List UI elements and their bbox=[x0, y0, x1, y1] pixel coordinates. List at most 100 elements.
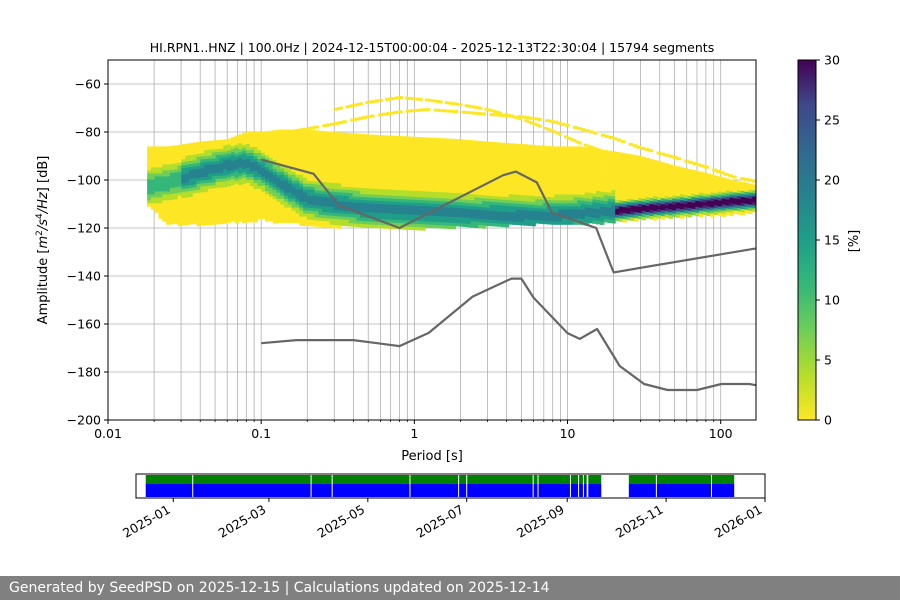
heat-cell bbox=[520, 219, 525, 223]
heat-cell bbox=[295, 189, 300, 193]
heat-cell bbox=[325, 224, 331, 228]
heat-cell bbox=[584, 213, 590, 217]
heat-cell bbox=[402, 205, 407, 209]
heat-cell bbox=[478, 212, 483, 217]
heat-cell bbox=[462, 196, 468, 200]
heat-cell bbox=[314, 145, 319, 149]
heat-cell bbox=[409, 199, 415, 204]
heat-cell bbox=[504, 214, 510, 219]
heat-cell bbox=[687, 172, 692, 176]
heat-cell bbox=[303, 207, 308, 211]
heat-cell bbox=[166, 164, 171, 168]
heat-cell bbox=[280, 171, 285, 175]
heat-cell bbox=[367, 143, 373, 147]
heat-cell bbox=[554, 221, 559, 225]
heat-cell bbox=[569, 161, 574, 165]
heat-cell bbox=[462, 181, 468, 185]
heat-cell bbox=[592, 205, 597, 209]
heat-cell bbox=[341, 201, 346, 206]
heat-cell bbox=[558, 209, 563, 213]
heat-cell bbox=[394, 186, 399, 191]
heat-sparse-cell bbox=[584, 129, 590, 133]
heat-cell bbox=[474, 155, 479, 160]
heat-cell bbox=[459, 205, 464, 209]
heat-cell bbox=[386, 165, 392, 169]
heat-cell bbox=[546, 194, 552, 198]
heat-cell bbox=[204, 195, 209, 199]
heat-cell bbox=[676, 187, 681, 191]
heat-cell bbox=[188, 218, 194, 222]
heat-cell bbox=[242, 165, 247, 170]
heat-cell bbox=[169, 214, 175, 219]
heat-cell bbox=[341, 192, 346, 197]
heat-cell bbox=[638, 215, 643, 220]
heat-cell bbox=[695, 188, 700, 193]
heat-cell bbox=[417, 170, 422, 174]
heat-cell bbox=[417, 164, 422, 168]
heat-cell bbox=[603, 159, 609, 163]
heat-cell bbox=[166, 146, 171, 150]
heat-cell bbox=[230, 188, 236, 192]
heat-cell bbox=[246, 156, 251, 160]
heat-cell bbox=[337, 174, 342, 178]
heat-sparse-cell bbox=[632, 144, 638, 148]
heat-cell bbox=[603, 213, 609, 217]
heat-cell bbox=[265, 158, 270, 162]
heat-cell bbox=[227, 171, 232, 175]
heat-cell bbox=[150, 185, 156, 189]
heat-cell bbox=[550, 164, 555, 168]
heat-cell bbox=[204, 210, 209, 214]
heat-cell bbox=[295, 210, 300, 214]
heat-sparse-cell bbox=[461, 110, 467, 114]
heat-cell bbox=[371, 149, 377, 154]
heat-cell bbox=[177, 144, 182, 149]
heat-cell bbox=[352, 160, 358, 164]
heat-cell bbox=[622, 159, 628, 163]
heat-cell bbox=[257, 168, 262, 172]
heat-cell bbox=[314, 139, 319, 143]
heat-cell bbox=[649, 204, 654, 208]
heat-cell bbox=[383, 156, 388, 160]
heat-cell bbox=[200, 147, 205, 151]
heat-cell bbox=[584, 165, 590, 169]
heat-cell bbox=[207, 197, 213, 202]
heat-cell bbox=[249, 162, 255, 166]
heat-cell bbox=[714, 184, 719, 188]
heat-cell bbox=[177, 162, 182, 167]
heat-cell bbox=[280, 204, 285, 208]
heat-cell bbox=[653, 214, 658, 218]
heat-cell bbox=[204, 222, 209, 226]
heat-cell bbox=[485, 147, 491, 152]
heat-cell bbox=[489, 141, 495, 146]
heat-cell bbox=[493, 196, 498, 200]
heat-cell bbox=[611, 151, 616, 155]
heat-cell bbox=[402, 220, 407, 224]
heat-cell bbox=[318, 157, 323, 162]
heat-cell bbox=[459, 169, 464, 173]
heat-cell bbox=[364, 221, 369, 225]
heat-cell bbox=[318, 172, 323, 177]
heat-cell bbox=[386, 219, 392, 223]
heat-cell bbox=[424, 215, 430, 219]
heat-cell bbox=[291, 144, 297, 148]
heat-cell bbox=[185, 212, 190, 217]
heat-sparse-cell bbox=[382, 112, 387, 116]
heat-cell bbox=[166, 176, 171, 180]
heat-sparse-cell bbox=[405, 96, 409, 100]
heat-cell bbox=[310, 211, 316, 215]
heat-cell bbox=[177, 219, 182, 224]
heat-cell bbox=[443, 150, 449, 154]
y-axis: −60−80−100−120−140−160−180−200 bbox=[67, 77, 108, 428]
heat-sparse-cell bbox=[612, 137, 618, 141]
heat-cell bbox=[272, 208, 278, 212]
heat-cell bbox=[634, 170, 639, 174]
heat-cell bbox=[234, 219, 240, 224]
heat-cell bbox=[641, 204, 647, 209]
heat-cell bbox=[257, 156, 262, 160]
heat-cell bbox=[341, 153, 346, 158]
heat-cell bbox=[154, 185, 160, 189]
heat-cell bbox=[280, 156, 285, 160]
heat-cell bbox=[409, 172, 415, 177]
heat-cell bbox=[752, 196, 756, 200]
heat-cell bbox=[364, 152, 369, 156]
